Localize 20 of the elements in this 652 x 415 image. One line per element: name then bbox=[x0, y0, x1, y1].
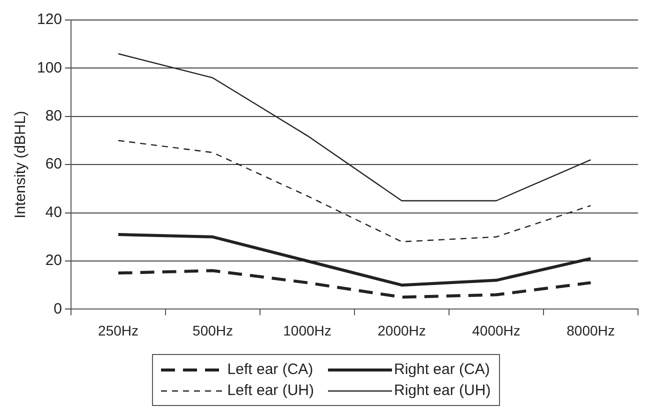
legend-label: Left ear (UH) bbox=[227, 382, 314, 399]
y-tick-label: 120 bbox=[36, 11, 62, 28]
y-tick-label: 0 bbox=[54, 300, 62, 318]
legend-label: Right ear (UH) bbox=[394, 382, 491, 399]
y-tick-label: 100 bbox=[36, 59, 62, 76]
legend-label: Right ear (CA) bbox=[394, 361, 490, 378]
x-tick-label: 4000Hz bbox=[472, 322, 520, 338]
y-tick-label: 20 bbox=[45, 252, 62, 270]
x-tick-label: 2000Hz bbox=[378, 322, 426, 338]
x-tick-label: 250Hz bbox=[98, 322, 139, 338]
line-series bbox=[118, 140, 592, 242]
y-tick-label: 60 bbox=[45, 156, 62, 173]
x-tick-label: 500Hz bbox=[192, 322, 234, 338]
y-tick-label: 80 bbox=[45, 108, 62, 125]
legend-label: Left ear (CA) bbox=[227, 361, 314, 378]
x-tick-label: 1000Hz bbox=[283, 322, 332, 338]
y-axis-title: Intensity (dBHL) bbox=[12, 110, 30, 218]
y-tick-label: 40 bbox=[45, 204, 62, 221]
line-series bbox=[116, 269, 592, 299]
x-tick-label: 8000Hz bbox=[566, 322, 615, 338]
